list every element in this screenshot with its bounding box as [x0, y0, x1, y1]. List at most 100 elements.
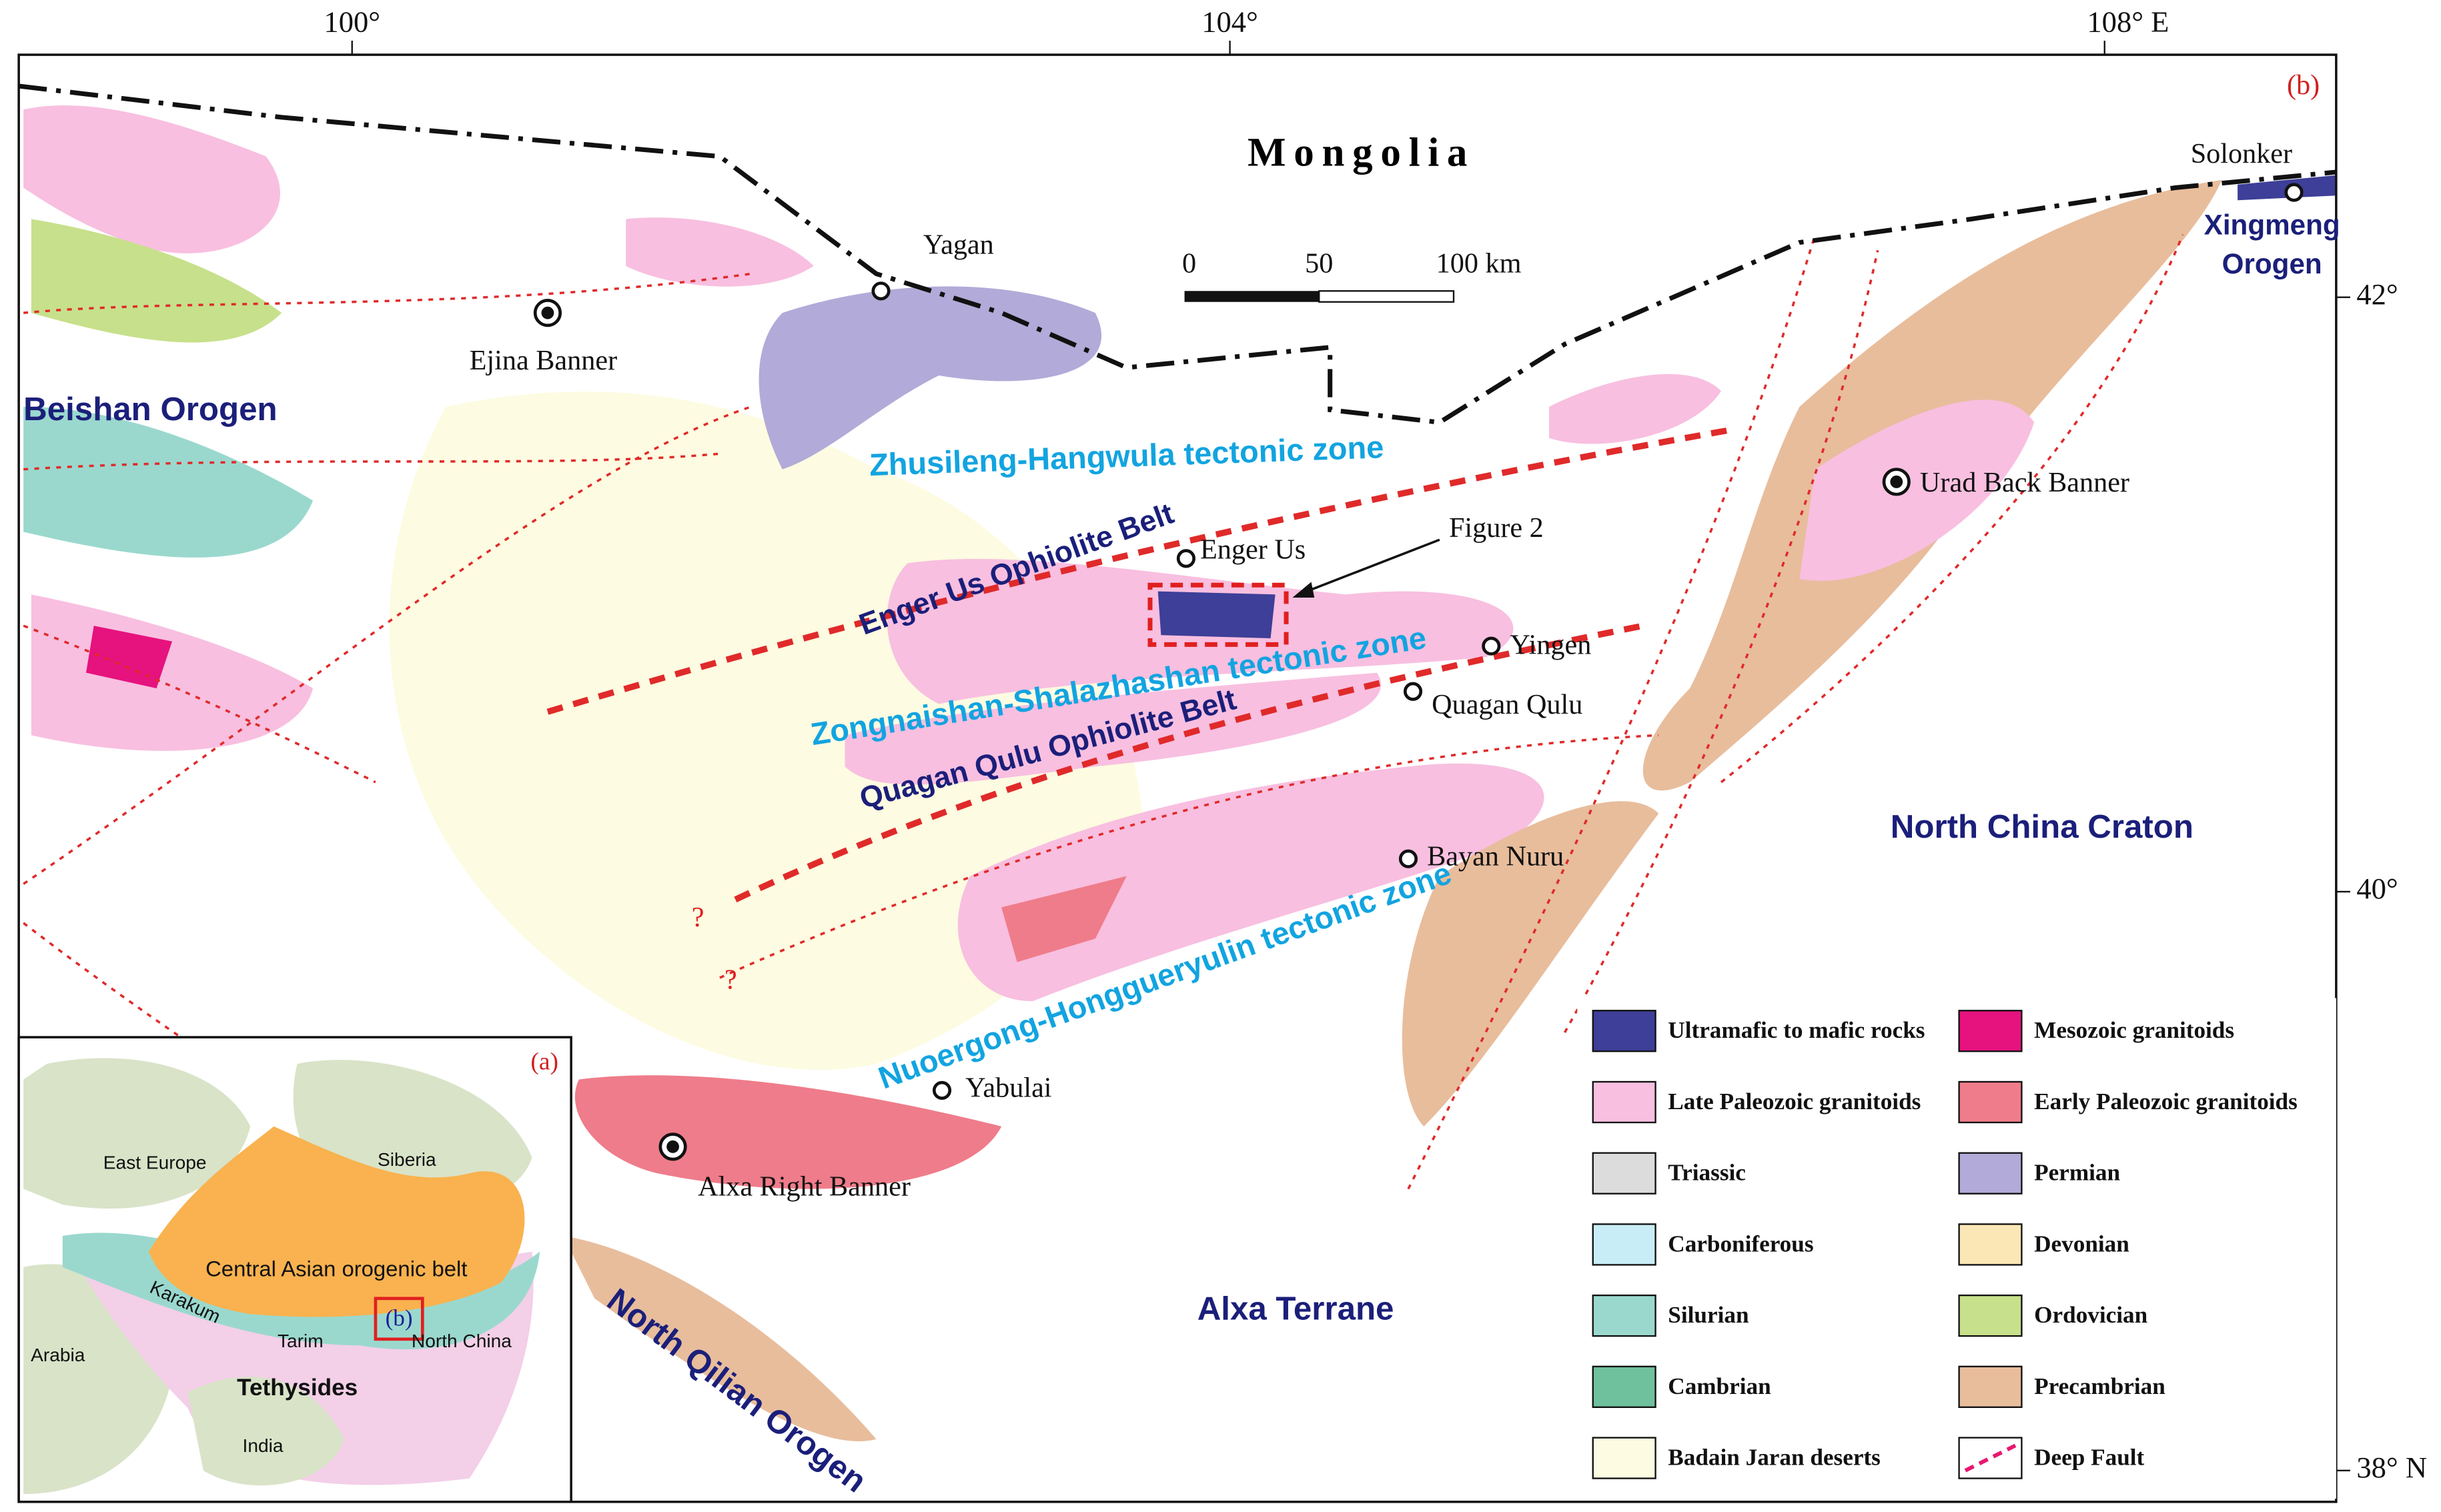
- unit: [86, 626, 173, 689]
- place-markers: [533, 183, 2304, 1161]
- unit: [23, 105, 280, 253]
- inset-label: Siberia: [378, 1149, 436, 1170]
- geology: [23, 105, 2336, 1441]
- unit: [957, 763, 1544, 1002]
- legend-swatch: [1958, 1365, 2023, 1409]
- legend-swatch: [1592, 1365, 1656, 1409]
- legend-label: Triassic: [1668, 1160, 1746, 1186]
- unit: [1001, 876, 1127, 962]
- fault: [23, 272, 752, 314]
- legend-swatch: [1958, 1437, 2023, 1479]
- figure-2-box: [1147, 582, 1289, 647]
- question-mark: ?: [724, 964, 737, 996]
- legend-label: Late Paleozoic granitoids: [1668, 1088, 1921, 1114]
- marker: [1398, 849, 1418, 868]
- legend-label: Silurian: [1668, 1302, 1749, 1328]
- inset-label: Tarim: [278, 1331, 324, 1351]
- fault: [719, 734, 1659, 979]
- marker: [541, 306, 554, 319]
- arrowhead: [1292, 582, 1315, 598]
- scale-label: 100 km: [1436, 247, 1522, 279]
- unit: [759, 286, 1102, 470]
- unit: [1402, 801, 1659, 1126]
- inset-label: Arabia: [31, 1345, 85, 1365]
- legend-label: Cambrian: [1668, 1373, 1771, 1399]
- unit: [23, 406, 314, 558]
- marker: [871, 281, 891, 301]
- inset-label: East Europe: [103, 1153, 207, 1173]
- unit: [563, 1236, 877, 1441]
- fault: [23, 624, 376, 784]
- legend-swatch: [1592, 1437, 1656, 1479]
- place-label: Solonker: [2191, 138, 2292, 169]
- latitude-label: 40°: [2356, 872, 2398, 905]
- legend-label: Precambrian: [2034, 1373, 2165, 1399]
- marker: [1403, 682, 1423, 701]
- callout-label: Figure 2: [1449, 512, 1544, 544]
- legend-swatch: [1964, 1443, 2017, 1473]
- continent: [23, 1058, 251, 1209]
- legend-swatch: [1592, 1152, 1656, 1195]
- region-label: Beishan Orogen: [23, 391, 277, 428]
- scale-bar: [1184, 291, 1320, 302]
- inset-frame: [17, 1036, 572, 1503]
- legend-swatch: [1592, 1080, 1656, 1124]
- unit: [1799, 400, 2035, 581]
- latitude-label: 38° N: [2356, 1451, 2427, 1484]
- unit: [845, 672, 1382, 785]
- legend: Ultramafic to mafic rocks Mesozoic granit…: [1592, 1010, 2298, 1479]
- legend-swatch: [1592, 1010, 1656, 1052]
- inset-label: North China: [412, 1331, 512, 1351]
- legend-swatch: [1958, 1294, 2023, 1337]
- longitude-label: 104°: [1201, 5, 1258, 39]
- place-label: Yingen: [1510, 630, 1591, 661]
- marker: [666, 1140, 679, 1153]
- scale-label: 50: [1305, 247, 1333, 279]
- place-label: Ejina Banner: [470, 345, 617, 376]
- box-label: (b): [386, 1305, 413, 1331]
- marker: [2284, 183, 2304, 202]
- inset-label: Tethysides: [237, 1375, 358, 1401]
- legend-label: Early Paleozoic granitoids: [2034, 1088, 2298, 1114]
- legend-label: Badain Jaran deserts: [1668, 1445, 1881, 1471]
- region-label: Xingmeng: [2204, 209, 2340, 240]
- fault: [23, 406, 752, 885]
- unit: [31, 219, 282, 343]
- legend-label: Carboniferous: [1668, 1231, 1813, 1257]
- scale-bar: [1318, 290, 1455, 303]
- unit: [1157, 591, 1276, 638]
- longitude-label: 108° E: [2087, 5, 2169, 39]
- study-area-box: [374, 1297, 424, 1341]
- frame: [17, 53, 2338, 1503]
- legend-swatch: [1958, 1223, 2023, 1266]
- latitude-label: 42°: [2356, 277, 2398, 311]
- inset-label: India: [243, 1435, 284, 1456]
- region-label: Orogen: [2222, 248, 2322, 279]
- region-label: Alxa Terrane: [1197, 1291, 1394, 1327]
- callout-arrow: [1298, 538, 1440, 596]
- legend-label: Deep Fault: [2034, 1445, 2144, 1471]
- fault: [1407, 234, 1817, 1190]
- place-label: Alxa Right Banner: [698, 1171, 911, 1202]
- unit: [574, 1075, 1002, 1189]
- panel-label: (b): [2287, 69, 2320, 101]
- longitude-label: 100°: [324, 5, 380, 39]
- legend-label: Devonian: [2034, 1231, 2129, 1257]
- border: [18, 83, 2337, 425]
- region-label: North China Craton: [1891, 808, 2193, 845]
- marker: [1482, 636, 1501, 656]
- place-label: Enger Us: [1200, 534, 1306, 566]
- place-label: Bayan Nuru: [1427, 840, 1564, 872]
- place-label: Urad Back Banner: [1920, 467, 2129, 498]
- scale-label: 0: [1182, 247, 1196, 279]
- legend-label: Mesozoic granitoids: [2034, 1017, 2234, 1043]
- continent: [187, 1377, 345, 1486]
- legend-swatch: [1958, 1152, 2023, 1195]
- legend-label: Permian: [2034, 1160, 2120, 1186]
- marker: [1176, 549, 1195, 568]
- legend-swatch: [1592, 1223, 1656, 1266]
- place-label: Quagan Qulu: [1432, 689, 1582, 720]
- question-mark: ?: [692, 902, 704, 933]
- fault: [734, 622, 1644, 902]
